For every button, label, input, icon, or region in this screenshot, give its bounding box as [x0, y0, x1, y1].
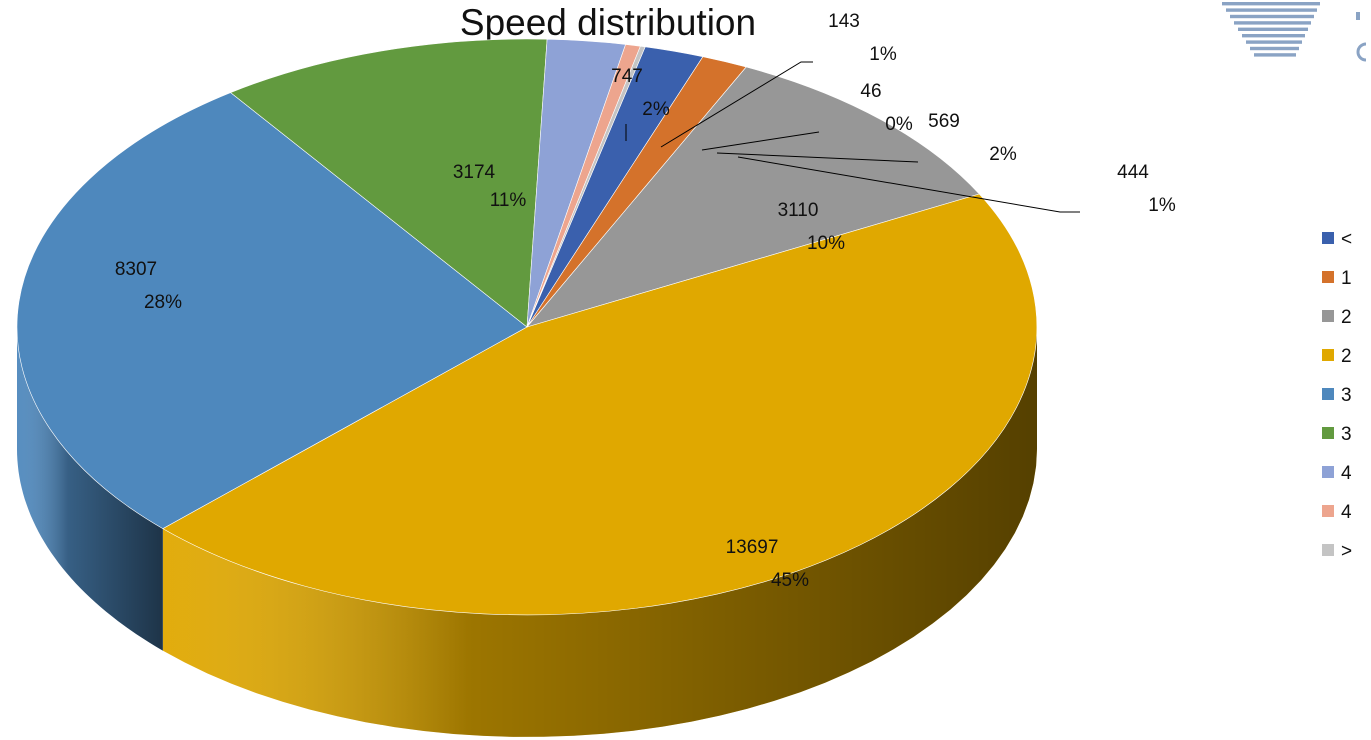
logo-stripe-4: [1238, 28, 1308, 31]
logo-stripe-6: [1246, 40, 1302, 43]
legend-swatch-1: [1322, 271, 1334, 283]
data-label-percent-0: 2%: [989, 144, 1017, 165]
legend-swatch-5: [1322, 427, 1334, 439]
data-label-value-0: 569: [928, 111, 960, 132]
logo: [1222, 2, 1366, 60]
logo-stripe-0: [1222, 2, 1320, 5]
logo-stripe-1: [1226, 8, 1317, 11]
legend-entry-5: 3: [1341, 424, 1352, 445]
data-label-percent-5: 11%: [490, 190, 527, 211]
legend-swatch-4: [1322, 388, 1334, 400]
data-label-percent-1: 1%: [1148, 195, 1176, 216]
legend-entry-4: 3: [1341, 385, 1352, 406]
data-label-percent-4: 28%: [144, 292, 182, 313]
legend-swatch-8: [1322, 544, 1334, 556]
legend-swatch-6: [1322, 466, 1334, 478]
legend-swatch-2: [1322, 310, 1334, 322]
legend-entry-3: 2: [1341, 346, 1352, 367]
legend: <1 2 2 3 3 4 4 >: [1322, 229, 1352, 562]
data-label-percent-6: 2%: [642, 99, 670, 120]
logo-stripe-5: [1242, 34, 1305, 37]
data-label-value-5: 3174: [453, 162, 496, 183]
data-label-value-3: 13697: [726, 537, 779, 558]
legend-swatch-7: [1322, 505, 1334, 517]
legend-entry-6: 4: [1341, 463, 1352, 484]
legend-entry-8: >: [1341, 541, 1352, 562]
legend-entry-2: 2: [1341, 307, 1352, 328]
data-label-value-8: 46: [860, 81, 881, 102]
data-label-percent-8: 0%: [885, 114, 913, 135]
logo-stripe-3: [1234, 21, 1311, 24]
legend-entry-1: 1: [1341, 268, 1352, 289]
legend-entry-0: <: [1341, 229, 1352, 250]
pie-top: [17, 39, 1037, 615]
data-label-value-4: 8307: [115, 259, 157, 280]
logo-stripe-2: [1230, 15, 1314, 18]
data-label-percent-3: 45%: [771, 570, 809, 591]
data-label-value-2: 3110: [778, 200, 819, 221]
legend-entry-7: 4: [1341, 502, 1352, 523]
data-label-value-1: 444: [1117, 162, 1149, 183]
logo-stripe-8: [1254, 53, 1296, 56]
data-label-percent-7: 1%: [869, 44, 897, 65]
chart-title: Speed distribution: [460, 2, 756, 43]
logo-stripe-7: [1250, 47, 1299, 50]
logo-mark-bottom: [1358, 44, 1366, 60]
data-label-value-7: 143: [828, 11, 860, 32]
legend-swatch-0: [1322, 232, 1334, 244]
data-label-value-6: 747: [611, 66, 643, 87]
legend-swatch-3: [1322, 349, 1334, 361]
logo-mark-top: [1356, 12, 1360, 20]
data-label-percent-2: 10%: [807, 233, 845, 254]
